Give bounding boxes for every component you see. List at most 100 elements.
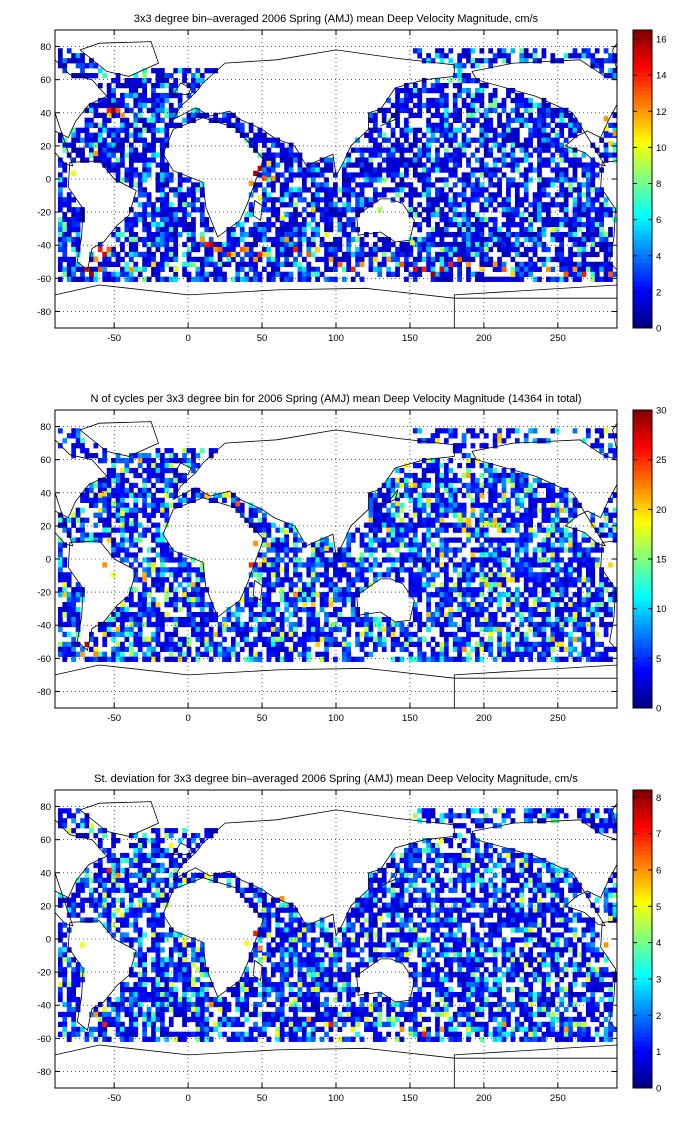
- bin-cell: [106, 497, 112, 504]
- bin-cell: [222, 276, 227, 282]
- bin-cell: [333, 187, 338, 193]
- bin-cell: [417, 482, 423, 489]
- bin-cell: [568, 517, 573, 523]
- bin-cell: [408, 197, 414, 203]
- bin-cell: [115, 261, 121, 268]
- bin-cell: [257, 527, 263, 533]
- bin-cell: [399, 152, 405, 158]
- bin-cell: [497, 261, 502, 268]
- bin-cell: [381, 137, 387, 143]
- bin-cell: [443, 227, 449, 233]
- bin-cell: [57, 562, 63, 568]
- bin-cell: [426, 458, 431, 464]
- bin-cell: [430, 112, 436, 119]
- bin-cell: [417, 597, 423, 603]
- bin-cell: [528, 127, 533, 133]
- bin-cell: [279, 582, 285, 588]
- bin-cell: [346, 557, 352, 563]
- bin-cell: [297, 236, 303, 243]
- bin-cell: [62, 517, 68, 523]
- bin-cell: [182, 207, 187, 213]
- bin-cell: [399, 142, 405, 148]
- bin-cell: [541, 552, 547, 558]
- bin-cell: [337, 187, 343, 193]
- bin-cell: [537, 611, 542, 618]
- bin-cell: [217, 241, 223, 248]
- bin-cell: [182, 592, 187, 598]
- bin-cell: [426, 492, 431, 499]
- bin-cell: [62, 256, 68, 263]
- bin-cell: [554, 552, 560, 558]
- bin-cell: [563, 276, 569, 282]
- bin-cell: [266, 256, 272, 263]
- bin-cell: [137, 177, 143, 183]
- bin-cell: [523, 527, 529, 533]
- bin-cell: [568, 266, 573, 273]
- bin-cell: [559, 246, 565, 253]
- bin-cell: [239, 231, 245, 238]
- bin-cell: [417, 172, 423, 178]
- bin-cell: [532, 212, 538, 218]
- bin-cell: [528, 517, 533, 523]
- bin-cell: [435, 472, 440, 479]
- bin-cell: [377, 512, 383, 518]
- bin-cell: [120, 557, 125, 563]
- bin-cell: [395, 482, 400, 489]
- bin-cell: [541, 261, 547, 268]
- bin-cell: [359, 256, 365, 263]
- bin-cell: [599, 217, 604, 223]
- bin-cell: [492, 477, 498, 484]
- bin-cell: [173, 276, 179, 282]
- bin-cell: [93, 107, 99, 114]
- bin-cell: [372, 152, 378, 158]
- bin-cell: [66, 271, 72, 277]
- bin-cell: [173, 92, 179, 99]
- bin-cell: [585, 162, 591, 168]
- bin-cell: [66, 577, 72, 583]
- bin-cell: [266, 172, 272, 178]
- bin-cell: [497, 102, 502, 109]
- bin-cell: [541, 187, 547, 193]
- bin-cell: [155, 448, 161, 454]
- bin-cell: [479, 58, 485, 64]
- bin-cell: [461, 453, 467, 459]
- bin-cell: [559, 122, 565, 128]
- bin-cell: [581, 271, 587, 277]
- bin-cell: [199, 567, 205, 573]
- bin-cell: [160, 202, 165, 208]
- bin-cell: [124, 78, 130, 84]
- bin-cell: [213, 261, 218, 268]
- bin-cell: [328, 577, 334, 583]
- bin-cell: [270, 547, 276, 553]
- bin-cell: [506, 112, 511, 119]
- bin-cell: [372, 246, 378, 253]
- bin-cell: [483, 122, 489, 128]
- bin-cell: [585, 48, 591, 54]
- bin-cell: [111, 152, 116, 158]
- bin-cell: [501, 497, 507, 504]
- bin-cell: [443, 467, 449, 474]
- bin-cell: [475, 276, 480, 282]
- bin-cell: [470, 532, 476, 538]
- bin-cell: [492, 266, 498, 273]
- bin-cell: [133, 482, 139, 489]
- bin-cell: [457, 537, 463, 543]
- bin-cell: [377, 177, 383, 183]
- bin-cell: [572, 276, 578, 282]
- bin-cell: [599, 236, 604, 243]
- bin-cell: [120, 177, 125, 183]
- bin-cell: [284, 537, 289, 543]
- bin-cell: [186, 92, 192, 99]
- bin-cell: [71, 212, 77, 218]
- bin-cell: [519, 147, 525, 153]
- bin-cell: [483, 537, 489, 543]
- bin-cell: [475, 167, 480, 173]
- bin-cell: [599, 266, 604, 273]
- bin-cell: [62, 251, 68, 258]
- bin-cell: [293, 157, 298, 163]
- bin-cell: [470, 557, 476, 563]
- bin-cell: [435, 177, 440, 183]
- bin-cell: [57, 512, 63, 518]
- bin-cell: [120, 542, 125, 548]
- bin-cell: [364, 167, 369, 173]
